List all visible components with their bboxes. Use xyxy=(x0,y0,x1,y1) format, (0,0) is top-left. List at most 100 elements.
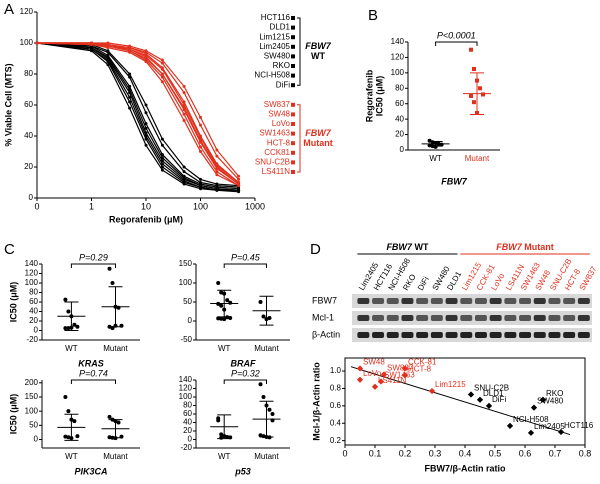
blot-band xyxy=(401,332,414,338)
point xyxy=(128,49,132,53)
point xyxy=(215,182,219,186)
y-tick-label: 0 xyxy=(34,326,39,335)
blot-band xyxy=(460,332,473,338)
legend-marker xyxy=(291,35,295,40)
blot-band xyxy=(430,332,443,338)
point xyxy=(506,422,514,429)
blot-row-label: Mcl-1 xyxy=(312,312,334,322)
x-tick-label: Mutant xyxy=(103,452,128,461)
point xyxy=(160,75,164,79)
x-tick-label: 0 xyxy=(342,448,347,458)
point xyxy=(182,91,186,95)
y-tick-label: 200 xyxy=(25,378,39,387)
legend-label: SW48 xyxy=(268,110,290,119)
point xyxy=(216,316,221,321)
y-axis-label: IC50 (μM) xyxy=(374,76,384,117)
blot-band xyxy=(386,298,399,304)
point xyxy=(66,326,71,331)
blot-band xyxy=(430,298,443,304)
sd-bar xyxy=(428,141,443,147)
y-tick-label: 50 xyxy=(183,297,192,306)
blot-band xyxy=(548,315,561,321)
point xyxy=(66,309,71,314)
blot-band xyxy=(489,298,502,304)
point xyxy=(144,134,148,138)
point xyxy=(128,44,132,48)
point-label: DLD1 xyxy=(483,389,504,398)
y-tick-label: 120 xyxy=(179,384,193,393)
point xyxy=(472,67,476,71)
y-tick-label: 20 xyxy=(183,426,192,435)
point xyxy=(219,432,224,437)
point xyxy=(199,145,202,149)
y-tick-label: 0.8 xyxy=(330,384,342,393)
blot-row-label: FBW7 xyxy=(312,295,337,305)
annotation: P<0.0001 xyxy=(437,30,476,40)
y-tick-label: 100 xyxy=(20,38,34,47)
sd-bar xyxy=(108,419,123,439)
y-tick-label: 60 xyxy=(24,100,33,109)
y-tick-label: 60 xyxy=(29,297,38,306)
blot-band xyxy=(489,332,502,338)
legend-label: SW837 xyxy=(264,100,291,109)
y-tick-label: 20 xyxy=(29,316,38,325)
blot-group-label: WT xyxy=(414,242,428,252)
point xyxy=(199,150,202,153)
legend-marker xyxy=(291,83,295,88)
blot-group: FBW7 WT xyxy=(386,242,429,252)
sd-bar xyxy=(217,414,232,440)
blot-row-label: β-Actin xyxy=(312,329,340,339)
point xyxy=(160,67,164,71)
curve xyxy=(36,42,239,187)
y-tick-label: 80 xyxy=(183,401,192,410)
point xyxy=(144,122,148,126)
blot-band xyxy=(401,298,414,304)
blot-band xyxy=(357,298,370,304)
panel-label: A xyxy=(4,1,14,18)
point-label: LS411N xyxy=(378,376,407,385)
point xyxy=(128,106,132,110)
blot-group: FBW7 Mutant xyxy=(496,242,554,252)
y-tick-label: -20 xyxy=(180,443,192,452)
point xyxy=(215,188,219,192)
lane-label: SW837 xyxy=(578,264,599,292)
blot-band xyxy=(533,332,546,338)
blot-band xyxy=(533,315,546,321)
point xyxy=(160,165,164,169)
x-tick-label: 0.2 xyxy=(399,448,412,458)
legend-bracket xyxy=(297,17,301,86)
legend-marker xyxy=(291,25,295,30)
y-tick-label: 40 xyxy=(29,307,38,316)
blot-band xyxy=(563,298,576,304)
blot-band xyxy=(445,315,458,321)
legend-marker xyxy=(291,150,295,155)
panel-label: D xyxy=(310,241,321,258)
point-label: Lim1215 xyxy=(435,380,466,389)
point xyxy=(219,435,224,440)
point xyxy=(219,316,224,321)
annotation: P=0.32 xyxy=(231,368,260,378)
annotation: P=0.45 xyxy=(231,252,261,262)
point xyxy=(258,382,263,387)
point xyxy=(261,314,266,319)
y-tick-label: 20 xyxy=(395,130,404,139)
y-tick-label: 0.4 xyxy=(330,418,342,427)
curve xyxy=(36,42,239,193)
point xyxy=(215,154,219,158)
point xyxy=(199,115,202,119)
point xyxy=(182,84,186,88)
legend-label: SW1463 xyxy=(259,129,290,138)
x-tick-label: 0.7 xyxy=(549,448,562,458)
sd-bar xyxy=(470,72,484,116)
point xyxy=(481,92,485,97)
point-label: HCT116 xyxy=(564,421,594,430)
y-tick-label: 0.2 xyxy=(330,436,342,445)
blot-band xyxy=(460,298,473,304)
point xyxy=(75,324,80,329)
blot-band xyxy=(416,315,429,321)
point xyxy=(428,387,436,395)
blot-band xyxy=(504,298,517,304)
legend-label: LS411N xyxy=(262,167,291,176)
panel-label: B xyxy=(368,7,378,24)
point xyxy=(530,404,538,411)
